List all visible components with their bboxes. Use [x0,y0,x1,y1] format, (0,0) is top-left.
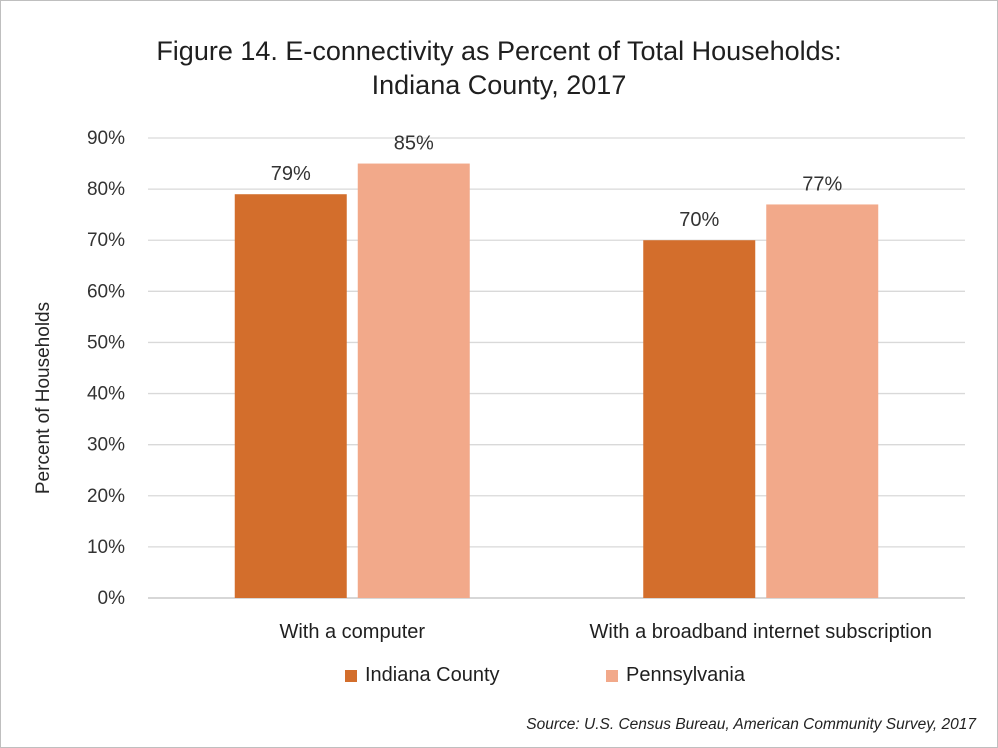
legend: Indiana County Pennsylvania [0,664,998,694]
data-label: 79% [271,163,311,185]
data-label: 77% [802,173,842,195]
source-note: Source: U.S. Census Bureau, American Com… [526,716,976,733]
legend-item-pennsylvania: Pennsylvania [606,664,745,687]
y-tick-label: 80% [87,179,125,200]
y-tick-label: 10% [87,537,125,558]
legend-label-pennsylvania: Pennsylvania [626,664,745,686]
legend-swatch-pennsylvania [606,669,618,682]
y-tick-label: 90% [87,128,125,149]
data-label: 70% [679,209,719,231]
legend-swatch-indiana-county [345,669,357,682]
legend-item-indiana-county: Indiana County [345,664,500,687]
y-tick-label: 50% [87,332,125,353]
x-tick-label: With a broadband internet subscription [590,621,932,643]
y-tick-label: 20% [87,486,125,507]
data-label: 85% [394,133,434,155]
y-tick-label: 30% [87,435,125,456]
legend-label-indiana-county: Indiana County [365,664,500,686]
chart-title-line-1: Figure 14. E-connectivity as Percent of … [156,36,842,66]
bar [766,204,879,598]
bar [357,163,470,599]
bar [643,240,756,598]
x-tick-label: With a computer [279,621,425,643]
y-tick-label: 0% [98,588,126,609]
bar [234,194,347,598]
y-tick-label: 60% [87,281,125,302]
chart-title-line-2: Indiana County, 2017 [371,70,627,100]
y-tick-label: 40% [87,384,125,405]
y-tick-label: 70% [87,230,125,251]
